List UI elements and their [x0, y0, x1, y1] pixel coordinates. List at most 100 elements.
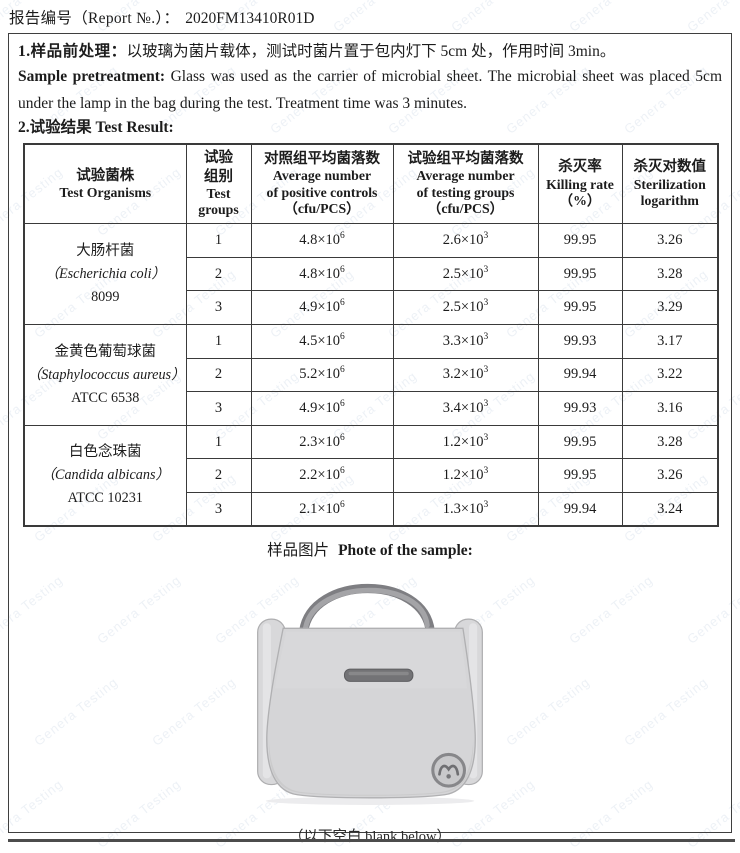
sample-bag-photo — [248, 566, 492, 811]
killing-rate-cell: 99.93 — [537, 324, 623, 359]
report-body-box: 1.样品前处理：以玻璃为菌片载体，测试时菌片置于包内灯下 5cm 处，作用时间 … — [8, 33, 732, 845]
header-organisms-en: Test Organisms — [59, 184, 152, 200]
testing-value-cell: 2.5×103 — [392, 290, 539, 326]
header-testing-en1: Average number — [416, 168, 515, 184]
log-value-cell: 3.16 — [621, 391, 719, 426]
organism-strain: 8099 — [91, 289, 120, 306]
pretreatment-en: Sample pretreatment: Glass was used as t… — [18, 64, 722, 117]
controls-value-cell: 4.8×106 — [250, 256, 394, 292]
bag-shadow — [265, 796, 475, 806]
table-row: 大肠杆菌 （Escherichia coli） 8099 1 4.8×106 2… — [23, 223, 719, 326]
controls-value-cell: 4.8×106 — [250, 223, 394, 258]
pretreatment-en-label: Sample pretreatment: — [18, 68, 166, 86]
pretreatment-cn: 1.样品前处理：以玻璃为菌片载体，测试时菌片置于包内灯下 5cm 处，作用时间 … — [18, 40, 722, 64]
sample-bag-illustration — [257, 584, 483, 806]
controls-value-cell: 4.9×106 — [250, 391, 394, 426]
group-number-cell: 1 — [185, 324, 252, 359]
header-testing-cn: 试验组平均菌落数 — [407, 151, 524, 168]
header-log-cn: 杀灭对数值 — [633, 159, 707, 176]
header-groups-cn2: 组别 — [204, 168, 233, 185]
column-header-sterilization-log: 杀灭对数值 Sterilization logarithm — [621, 143, 719, 225]
log-value-cell: 3.22 — [621, 357, 719, 393]
group-number-cell: 1 — [185, 223, 252, 258]
log-value-cell: 3.24 — [621, 492, 719, 527]
column-header-groups: 试验 组别 Test groups — [185, 143, 252, 225]
log-value-cell: 3.29 — [621, 290, 719, 326]
log-value-cell: 3.28 — [621, 424, 719, 460]
watermark-text: Genera Testing — [684, 0, 740, 35]
organism-name-cn: 大肠杆菌 — [76, 243, 135, 260]
table-row: 3 2.1×106 1.3×103 99.94 3.24 — [24, 492, 719, 527]
results-table: 试验菌株 Test Organisms 试验 组别 Test groups 对照… — [23, 142, 719, 528]
killing-rate-cell: 99.95 — [537, 223, 623, 258]
killing-rate-cell: 99.93 — [537, 391, 623, 426]
table-row: 白色念珠菌 （Candida albicans） ATCC 10231 1 2.… — [23, 424, 719, 527]
header-groups-en2: groups — [198, 202, 239, 218]
organism-name-cn: 金黄色葡萄球菌 — [54, 343, 157, 360]
header-controls-en2: of positive controls — [266, 184, 378, 200]
killing-rate-cell: 99.94 — [537, 492, 623, 527]
table-row: 2 5.2×106 3.2×103 99.94 3.22 — [24, 357, 719, 393]
controls-value-cell: 5.2×106 — [250, 357, 394, 393]
testing-value-cell: 3.2×103 — [392, 357, 539, 393]
header-log-en1: Sterilization — [633, 176, 706, 192]
group-number-cell: 2 — [185, 357, 252, 393]
header-groups-cn1: 试验 — [204, 150, 233, 167]
testing-value-cell: 2.6×103 — [392, 223, 539, 258]
testing-value-cell: 1.3×103 — [392, 492, 539, 527]
testing-value-cell: 1.2×103 — [392, 458, 539, 494]
bag-body — [266, 627, 476, 799]
watermark-text: Genera Testing — [566, 0, 656, 35]
header-controls-en1: Average number — [272, 168, 372, 184]
report-number-label: 报告编号（Report №.）： — [9, 10, 180, 27]
testing-value-cell: 1.2×103 — [392, 424, 539, 460]
log-value-cell: 3.28 — [621, 256, 719, 292]
controls-value-cell: 4.9×106 — [250, 290, 394, 326]
footer-rule — [8, 839, 735, 842]
sample-photo-caption-en: Phote of the sample: — [338, 542, 473, 560]
header-controls-unit: （cfu/PCS） — [284, 201, 360, 217]
organism-strain: ATCC 6538 — [71, 389, 140, 406]
bag-slot — [343, 668, 414, 683]
testing-value-cell: 3.3×103 — [392, 324, 539, 359]
blank-below-note: （以下空白 blank below） — [289, 829, 451, 846]
controls-value-cell: 2.2×106 — [250, 458, 394, 494]
watermark-text: Genera Testing — [448, 0, 538, 35]
organism-name-latin: （Candida albicans） — [40, 467, 170, 484]
log-value-cell: 3.26 — [621, 458, 719, 494]
header-controls-cn: 对照组平均菌落数 — [264, 151, 380, 168]
killing-rate-cell: 99.95 — [537, 458, 623, 494]
report-number-line: 报告编号（Report №.）： 2020FM13410R01D — [9, 6, 314, 28]
group-number-cell: 3 — [185, 492, 252, 527]
testing-value-cell: 2.5×103 — [392, 256, 539, 292]
header-organisms-cn: 试验菌株 — [76, 167, 135, 184]
sample-photo-caption-cn: 样品图片 — [267, 542, 330, 560]
killing-rate-cell: 99.95 — [537, 256, 623, 292]
header-testing-unit: （cfu/PCS） — [427, 201, 504, 217]
header-killing-unit: （%） — [559, 193, 601, 209]
table-row: 3 4.9×106 2.5×103 99.95 3.29 — [24, 290, 719, 326]
group-number-cell: 2 — [185, 458, 252, 494]
header-testing-en2: of testing groups — [416, 184, 515, 200]
pretreatment-cn-text: 以玻璃为菌片载体，测试时菌片置于包内灯下 5cm 处，作用时间 3min。 — [126, 43, 616, 60]
organism-name-cn: 白色念珠菌 — [69, 444, 142, 461]
testing-value-cell: 3.4×103 — [392, 391, 539, 426]
pretreatment-cn-label: 1.样品前处理： — [18, 43, 127, 60]
table-row: 2 2.2×106 1.2×103 99.95 3.26 — [24, 458, 719, 494]
test-result-heading: 2.试验结果 Test Result: — [18, 119, 174, 137]
bag-logo — [431, 753, 466, 788]
organism-strain: ATCC 10231 — [67, 490, 143, 507]
killing-rate-cell: 99.94 — [537, 357, 623, 393]
report-number-value: 2020FM13410R01D — [185, 10, 315, 27]
column-header-testing-groups: 试验组平均菌落数 Average number of testing group… — [392, 143, 539, 225]
group-number-cell: 2 — [185, 256, 252, 292]
table-header-row: 试验菌株 Test Organisms 试验 组别 Test groups 对照… — [23, 143, 719, 225]
group-number-cell: 3 — [185, 290, 252, 326]
table-row: 2 4.8×106 2.5×103 99.95 3.28 — [24, 256, 719, 292]
log-value-cell: 3.17 — [621, 324, 719, 359]
header-killing-en: Killing rate — [546, 176, 614, 192]
column-header-organisms: 试验菌株 Test Organisms — [23, 143, 187, 225]
table-row: 金黄色葡萄球菌 （Staphylococcus aureus） ATCC 653… — [23, 324, 719, 426]
killing-rate-cell: 99.95 — [537, 424, 623, 460]
